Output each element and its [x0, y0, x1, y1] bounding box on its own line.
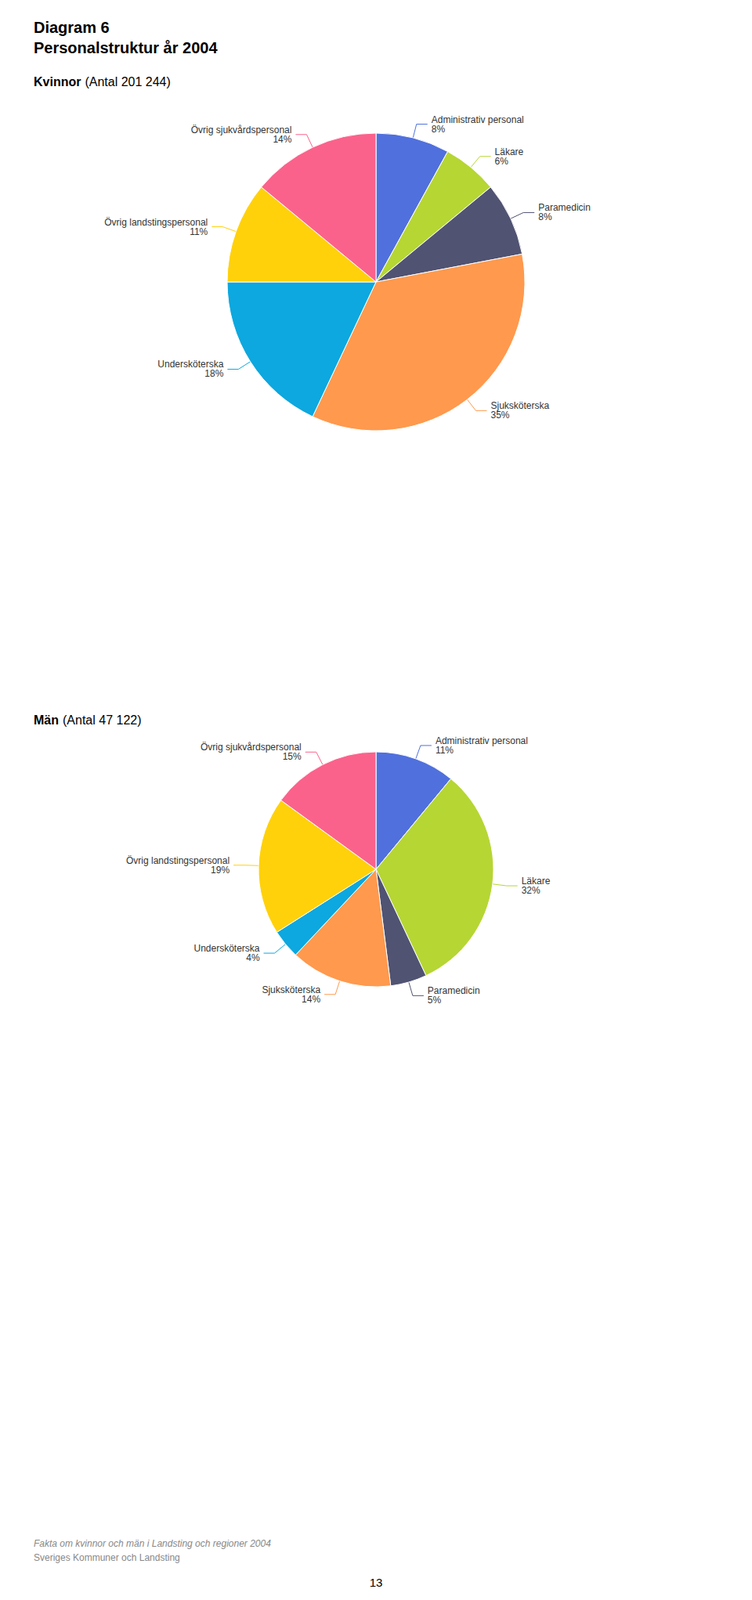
svg-text:Övrig sjukvårdspersonal: Övrig sjukvårdspersonal [200, 742, 302, 754]
svg-text:Paramedicin: Paramedicin [427, 985, 480, 997]
svg-text:Män: Män [33, 713, 59, 727]
svg-text:4%: 4% [245, 952, 261, 964]
svg-text:14%: 14% [272, 133, 292, 145]
svg-text:Sveriges Kommuner och Landstin: Sveriges Kommuner och Landsting [33, 1552, 181, 1564]
svg-text:32%: 32% [521, 885, 541, 897]
svg-text:Fakta om kvinnor och män i Lan: Fakta om kvinnor och män i Landsting och… [33, 1538, 272, 1550]
svg-text:14%: 14% [301, 994, 321, 1006]
svg-text:15%: 15% [282, 751, 302, 763]
svg-text:Övrig landstingspersonal: Övrig landstingspersonal [104, 216, 208, 228]
svg-text:Sjuksköterska: Sjuksköterska [261, 984, 321, 996]
svg-text:8%: 8% [431, 123, 446, 135]
svg-text:(Antal 201 244): (Antal 201 244) [84, 75, 170, 89]
svg-text:Läkare: Läkare [494, 146, 524, 158]
svg-text:Övrig sjukvårdspersonal: Övrig sjukvårdspersonal [190, 124, 292, 136]
svg-text:Läkare: Läkare [521, 875, 551, 887]
svg-text:Diagram 6: Diagram 6 [33, 18, 110, 37]
svg-text:13: 13 [369, 1576, 384, 1590]
svg-text:Personalstruktur år 2004: Personalstruktur år 2004 [33, 39, 218, 57]
svg-text:Undersköterska: Undersköterska [193, 943, 260, 955]
svg-text:(Antal 47 122): (Antal 47 122) [62, 713, 142, 727]
svg-text:Paramedicin: Paramedicin [538, 202, 591, 214]
svg-text:Administrativ personal: Administrativ personal [431, 114, 525, 126]
svg-text:5%: 5% [427, 994, 442, 1006]
svg-text:Sjuksköterska: Sjuksköterska [490, 400, 550, 412]
svg-text:19%: 19% [210, 864, 230, 876]
svg-text:35%: 35% [490, 409, 510, 421]
svg-text:Administrativ personal: Administrativ personal [435, 735, 528, 747]
svg-text:11%: 11% [189, 226, 208, 238]
svg-text:18%: 18% [204, 368, 224, 380]
svg-text:11%: 11% [435, 744, 454, 756]
svg-text:Kvinnor: Kvinnor [33, 75, 81, 89]
svg-text:8%: 8% [538, 211, 553, 223]
svg-text:Undersköterska: Undersköterska [157, 359, 224, 371]
svg-text:6%: 6% [495, 155, 510, 167]
svg-text:Övrig landstingspersonal: Övrig landstingspersonal [126, 855, 230, 867]
